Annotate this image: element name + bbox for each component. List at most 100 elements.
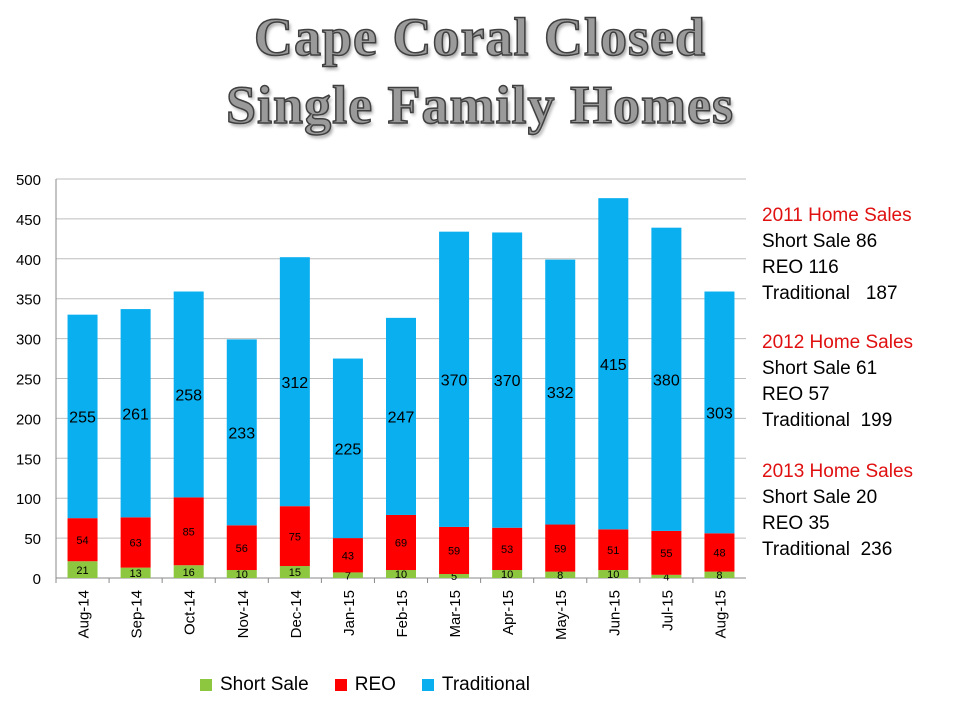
data-label: 303 xyxy=(706,405,733,422)
bar-segment xyxy=(332,572,363,578)
legend-label: Traditional xyxy=(441,674,530,695)
y-tick-label: 150 xyxy=(16,451,41,468)
data-label: 255 xyxy=(69,409,96,426)
data-label: 56 xyxy=(236,543,248,555)
bar-segment xyxy=(598,570,629,578)
y-tick-label: 0 xyxy=(33,571,41,588)
summary-heading: 2013 Home Sales xyxy=(762,461,914,482)
bar-segment xyxy=(173,565,204,578)
summary-line: Short Sale 86 xyxy=(762,231,878,252)
data-label: 8 xyxy=(557,570,563,582)
y-tick-label: 50 xyxy=(24,531,41,548)
legend-swatch xyxy=(200,679,212,691)
data-label: 59 xyxy=(448,546,460,558)
bar-segment xyxy=(492,527,523,571)
x-tick-label: Jan-15 xyxy=(341,590,358,636)
x-tick-label: Mar-15 xyxy=(447,590,464,638)
bar-segment xyxy=(67,314,98,519)
bar-segment xyxy=(67,518,98,562)
data-label: 247 xyxy=(388,409,415,426)
data-label: 48 xyxy=(713,548,725,560)
bar-segment xyxy=(226,525,257,571)
y-tick-label: 450 xyxy=(16,212,41,229)
chart-legend: Short Sale REO Traditional xyxy=(200,674,530,696)
data-label: 59 xyxy=(554,543,566,555)
bar-segment xyxy=(651,574,682,578)
summary-line: Traditional 199 xyxy=(762,410,893,431)
data-label: 54 xyxy=(76,535,88,547)
data-label: 10 xyxy=(236,569,248,581)
bar-segment xyxy=(120,567,151,578)
bar-segment xyxy=(386,514,416,571)
data-label: 380 xyxy=(653,372,680,389)
y-tick-label: 350 xyxy=(16,292,41,309)
bar-segment xyxy=(651,227,682,531)
y-tick-label: 200 xyxy=(16,411,41,428)
bar-segment xyxy=(173,497,204,566)
legend-item-traditional: Traditional xyxy=(421,674,530,696)
summary-line: REO 35 xyxy=(762,513,830,534)
data-label: 53 xyxy=(501,544,513,556)
bar-segment xyxy=(704,571,735,578)
bar-segment xyxy=(120,309,151,518)
legend-item-reo: REO xyxy=(334,674,396,696)
summary-2012: 2012 Home Sales Short Sale 61 REO 57 Tra… xyxy=(762,330,913,434)
y-tick-label: 100 xyxy=(16,491,41,508)
data-label: 415 xyxy=(600,357,627,374)
summary-2013: 2013 Home Sales Short Sale 20 REO 35 Tra… xyxy=(762,459,913,563)
chart-title-line-1: Cape Coral Closed xyxy=(253,6,706,68)
legend-swatch xyxy=(334,679,347,691)
bar-segment xyxy=(492,232,523,528)
bar-segment xyxy=(386,570,416,578)
data-label: 10 xyxy=(607,569,619,581)
summary-line: Short Sale 20 xyxy=(762,487,878,508)
data-label: 370 xyxy=(441,372,468,389)
data-label: 261 xyxy=(122,406,149,423)
legend-swatch xyxy=(421,679,434,691)
summary-line: Traditional 187 xyxy=(762,283,898,304)
bar-segment xyxy=(598,198,629,530)
x-tick-label: Apr-15 xyxy=(500,590,517,635)
bar-segment xyxy=(173,291,204,498)
data-label: 370 xyxy=(494,373,521,390)
x-tick-label: Oct-14 xyxy=(182,590,199,635)
bar-segment xyxy=(598,529,629,571)
data-label: 75 xyxy=(289,531,301,543)
data-label: 85 xyxy=(183,526,195,538)
data-label: 7 xyxy=(345,570,351,582)
data-label: 55 xyxy=(660,548,672,560)
x-tick-label: Aug-14 xyxy=(76,590,93,638)
bar-segment xyxy=(279,506,310,567)
bar-segment xyxy=(439,231,470,527)
data-label: 332 xyxy=(547,385,574,402)
data-label: 13 xyxy=(129,568,141,580)
x-tick-label: Dec-14 xyxy=(288,590,305,638)
bar-segment xyxy=(439,574,470,578)
bar-segment xyxy=(545,571,576,578)
data-label: 225 xyxy=(335,441,362,458)
data-label: 233 xyxy=(228,425,255,442)
summary-line: Traditional 236 xyxy=(762,539,893,560)
x-tick-label: Aug-15 xyxy=(712,590,729,638)
summary-line: REO 116 xyxy=(762,257,839,278)
data-label: 312 xyxy=(281,375,308,392)
data-label: 10 xyxy=(501,569,513,581)
x-tick-label: Feb-15 xyxy=(394,590,411,638)
y-tick-label: 400 xyxy=(16,252,41,269)
y-tick-label: 300 xyxy=(16,332,41,349)
stacked-bar-chart: 0501001502002503003504004505002154255Aug… xyxy=(16,172,746,640)
data-label: 5 xyxy=(451,571,457,583)
data-label: 21 xyxy=(76,565,88,577)
bar-segment xyxy=(332,538,363,573)
legend-item-short-sale: Short Sale xyxy=(200,674,309,696)
summary-2011: 2011 Home Sales Short Sale 86 REO 116 Tr… xyxy=(762,203,912,307)
bar-segment xyxy=(332,358,363,539)
data-label: 16 xyxy=(183,567,195,579)
bar-segment xyxy=(279,257,310,507)
legend-label: Short Sale xyxy=(220,674,309,695)
data-label: 43 xyxy=(342,550,354,562)
chart-title-line-2: Single Family Homes xyxy=(225,74,734,136)
data-label: 4 xyxy=(663,572,669,584)
bar-segment xyxy=(439,526,470,575)
